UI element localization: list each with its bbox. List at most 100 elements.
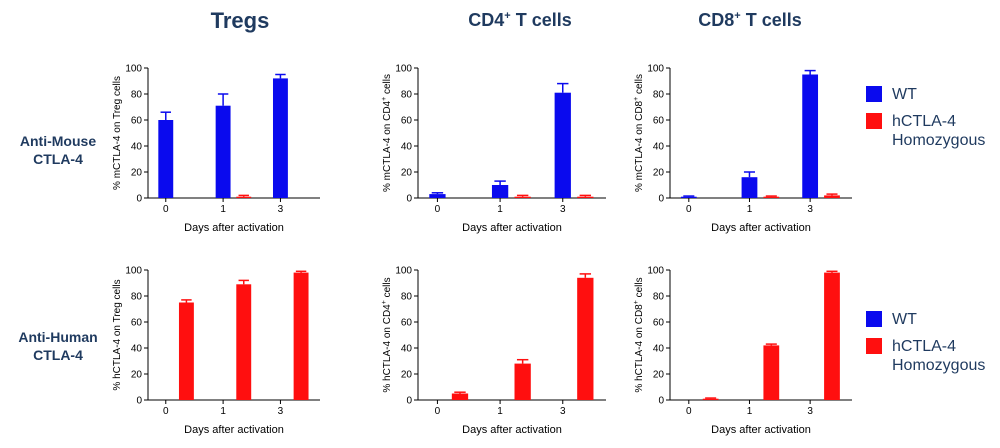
x-tick-label: 1 [497, 406, 503, 417]
x-tick-label: 0 [435, 406, 441, 417]
legend-swatch-wt [866, 311, 882, 327]
bar-homozygous [577, 196, 594, 198]
column-title-cd8: CD8+ T cells [698, 10, 802, 30]
bar-homozygous [451, 393, 469, 400]
x-tick-label: 0 [163, 406, 169, 417]
legend-label-homozygous: hCTLA-4 Homozygous [892, 338, 986, 374]
legend-swatch-homozygous [866, 338, 882, 354]
y-tick-label: 60 [653, 116, 665, 127]
y-tick-label: 80 [653, 90, 665, 101]
y-tick-label: 100 [395, 64, 412, 75]
legend-label-wt: WT [892, 86, 917, 103]
x-axis-label: Days after activation [462, 424, 562, 436]
y-tick-label: 20 [131, 168, 143, 179]
bar-homozygous [514, 363, 531, 400]
y-tick-label: 80 [401, 90, 413, 101]
x-axis-label: Days after activation [184, 222, 284, 234]
legend-swatch-homozygous [866, 113, 882, 129]
y-tick-label: 20 [401, 168, 413, 179]
bar-homozygous [824, 195, 840, 198]
bar-wt [554, 92, 571, 198]
y-tick-label: 0 [136, 396, 142, 407]
x-tick-label: 1 [497, 204, 503, 215]
bar-homozygous [293, 272, 309, 400]
bar-wt [741, 177, 758, 198]
y-tick-label: 20 [653, 370, 665, 381]
bar-homozygous [178, 302, 194, 400]
legend-top: WT hCTLA-4 Homozygous [866, 85, 996, 155]
y-axis-label: % hCTLA-4 on CD4+ cells [381, 277, 393, 392]
bar-homozygous [824, 272, 840, 400]
y-tick-label: 0 [658, 396, 664, 407]
x-tick-label: 1 [747, 204, 753, 215]
y-tick-label: 40 [401, 142, 413, 153]
legend-item-wt: WT [866, 310, 917, 329]
y-axis-label: % hCTLA-4 on CD8+ cells [633, 277, 645, 392]
legend-swatch-wt [866, 86, 882, 102]
x-tick-label: 1 [220, 406, 226, 417]
y-axis-label: % mCTLA-4 on CD4+ cells [381, 74, 393, 192]
column-title-tregs: Tregs [210, 8, 270, 33]
y-tick-label: 100 [395, 266, 412, 277]
bar-homozygous [763, 345, 780, 400]
y-tick-label: 0 [406, 396, 412, 407]
y-tick-label: 100 [647, 64, 664, 75]
y-tick-label: 40 [653, 142, 665, 153]
chart-panel-2: 0 20 40 60 80 100 0 1 3 Days after activation % mC… [633, 64, 852, 234]
y-tick-label: 100 [125, 266, 142, 277]
y-axis-label: % hCTLA-4 on Treg cells [112, 279, 123, 390]
y-tick-label: 80 [653, 292, 665, 303]
bar-homozygous [763, 196, 780, 198]
y-tick-label: 20 [401, 370, 413, 381]
y-tick-label: 20 [653, 168, 665, 179]
x-tick-label: 1 [220, 204, 226, 215]
y-tick-label: 60 [131, 116, 143, 127]
y-tick-label: 40 [653, 344, 665, 355]
chart-panel-3: 0 20 40 60 80 100 0 1 3 Days after activation % hC… [112, 266, 320, 436]
bar-wt [158, 120, 174, 198]
x-tick-label: 0 [435, 204, 441, 215]
x-tick-label: 3 [807, 406, 813, 417]
chart-panel-5: 0 20 40 60 80 100 0 1 3 Days after activation % hC… [633, 266, 852, 436]
x-tick-label: 3 [807, 204, 813, 215]
y-tick-label: 80 [401, 292, 413, 303]
x-tick-label: 0 [163, 204, 169, 215]
x-tick-label: 0 [686, 204, 692, 215]
row-label-anti-human: Anti-Human CTLA-4 [18, 329, 98, 363]
y-tick-label: 60 [653, 318, 665, 329]
bar-wt [429, 194, 446, 198]
y-tick-label: 40 [401, 344, 413, 355]
x-axis-label: Days after activation [711, 424, 811, 436]
bar-wt [680, 196, 697, 198]
column-title-cd4: CD4+ T cells [468, 10, 572, 30]
chart-panel-1: 0 20 40 60 80 100 0 1 3 Days after activation % mC… [381, 64, 606, 234]
y-tick-label: 80 [131, 292, 143, 303]
legend-label-homozygous: hCTLA-4 Homozygous [892, 113, 986, 149]
x-tick-label: 3 [278, 406, 284, 417]
bar-homozygous [236, 284, 252, 400]
x-axis-label: Days after activation [711, 222, 811, 234]
legend-label-wt: WT [892, 311, 917, 328]
bar-homozygous [702, 398, 719, 400]
chart-panel-4: 0 20 40 60 80 100 0 1 3 Days after activation % hC… [381, 266, 606, 436]
y-tick-label: 100 [647, 266, 664, 277]
y-tick-label: 100 [125, 64, 142, 75]
y-tick-label: 0 [658, 194, 664, 205]
legend-item-homozygous: hCTLA-4 Homozygous [866, 112, 985, 150]
bar-homozygous [236, 196, 252, 198]
row-label-anti-mouse: Anti-Mouse CTLA-4 [19, 133, 97, 167]
bar-wt [215, 105, 231, 198]
bar-wt [491, 185, 509, 198]
y-tick-label: 60 [131, 318, 143, 329]
x-tick-label: 3 [560, 406, 566, 417]
x-tick-label: 3 [278, 204, 284, 215]
bar-wt [802, 74, 819, 198]
y-tick-label: 0 [406, 194, 412, 205]
x-axis-label: Days after activation [462, 222, 562, 234]
x-tick-label: 0 [686, 406, 692, 417]
y-tick-label: 60 [401, 318, 413, 329]
chart-panel-0: 0 20 40 60 80 100 0 1 3 Days after activation % mC… [112, 64, 320, 234]
legend-item-homozygous: hCTLA-4 Homozygous [866, 337, 985, 375]
y-tick-label: 80 [131, 90, 143, 101]
y-tick-label: 60 [401, 116, 413, 127]
